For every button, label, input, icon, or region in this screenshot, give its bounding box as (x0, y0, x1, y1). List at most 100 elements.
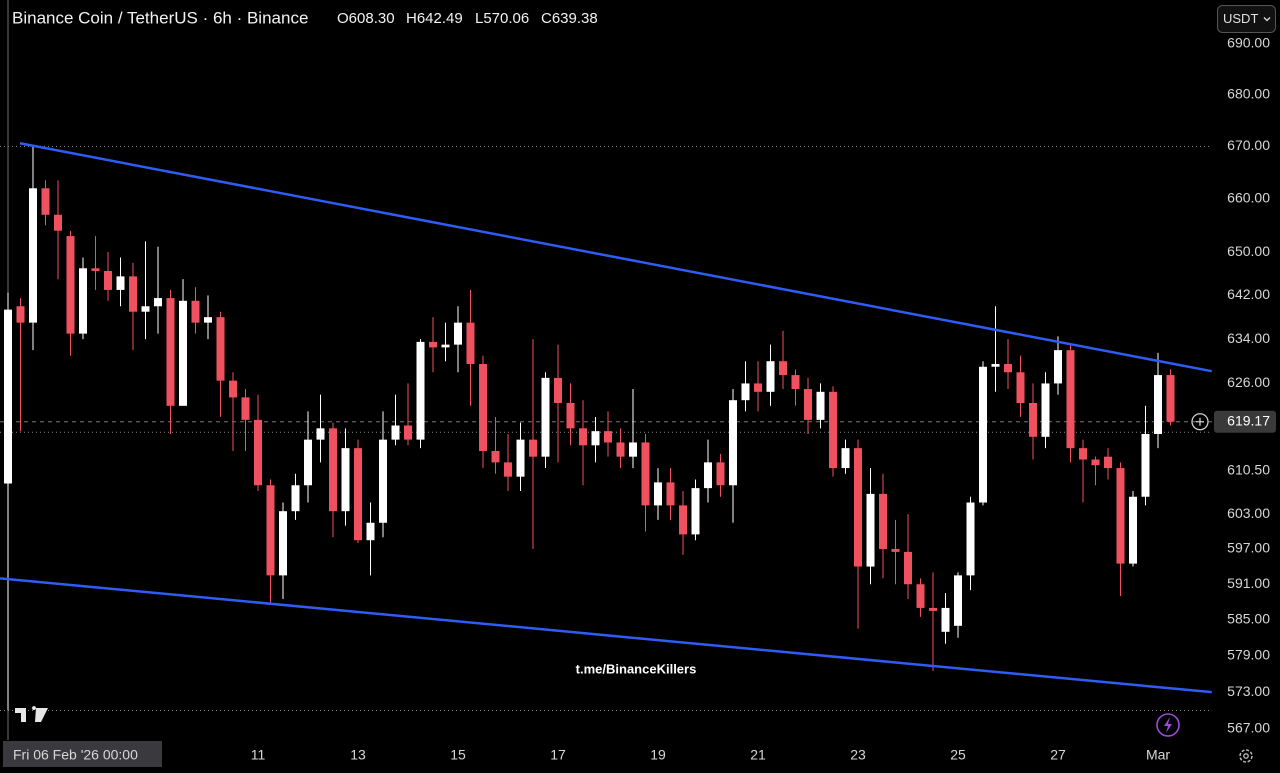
x-tick-label: 21 (750, 747, 766, 763)
y-tick-label: 680.00 (1227, 85, 1270, 101)
candle-body (1041, 383, 1050, 437)
candle-body (291, 485, 300, 512)
candle-body (541, 377, 550, 457)
candle-body (691, 488, 700, 535)
ohlc-value: 570.06 (483, 10, 529, 27)
candle-body (1104, 456, 1112, 469)
candle-body (454, 322, 462, 345)
x-tick-label: Mar (1146, 747, 1170, 763)
tv-logo (15, 706, 48, 722)
candle-body (504, 462, 512, 477)
currency-button-frame[interactable] (1217, 5, 1276, 33)
settings-gear[interactable] (1239, 749, 1253, 763)
candle-body (16, 306, 25, 323)
add-alert-plus (1196, 417, 1204, 426)
candle-body (1016, 372, 1025, 404)
crosshair-label-box (3, 741, 162, 767)
candle-body (116, 276, 125, 290)
ohlc-low: L570.06 (475, 10, 529, 27)
y-tick-label: 634.00 (1227, 330, 1270, 346)
candle-body (29, 188, 37, 323)
candle-body (1166, 375, 1175, 422)
candle-body (479, 363, 487, 451)
x-tick-label: Fri 06 Feb '26 00:00 (13, 747, 138, 763)
candle-body (641, 442, 650, 506)
y-tick-label: 579.00 (1227, 647, 1270, 663)
lightning-button[interactable] (1156, 713, 1180, 737)
settings-hub[interactable] (1243, 753, 1249, 759)
candle-body (341, 448, 350, 512)
candle-body (316, 428, 325, 440)
y-tick-label: 642.00 (1227, 286, 1270, 302)
candle-body (404, 425, 412, 440)
candle-body (741, 383, 750, 401)
candle-body (1129, 496, 1137, 564)
ohlc-key: L (475, 10, 483, 27)
candle-body (704, 462, 712, 489)
candle-body (929, 607, 937, 611)
candle-body (79, 268, 87, 334)
candle-body (729, 400, 737, 486)
y-tick-label: 690.00 (1227, 34, 1270, 50)
candle-body (716, 462, 725, 486)
y-tick-label: 591.00 (1227, 575, 1270, 591)
candle-body (879, 493, 887, 549)
candle-body (229, 380, 237, 398)
candle-body (1054, 350, 1062, 384)
candle-body (241, 397, 250, 420)
lightning-icon[interactable] (1164, 717, 1172, 733)
candle-body (204, 317, 212, 323)
candle-body (1141, 433, 1150, 497)
x-tick-label: 13 (350, 747, 366, 763)
candle-body (529, 439, 537, 457)
candle-body (866, 493, 875, 567)
ohlc-close: C639.38 (541, 10, 598, 27)
chevron-icon[interactable] (1263, 17, 1271, 22)
candle-body (1154, 375, 1162, 434)
candle-body (841, 448, 850, 469)
candle-body (279, 511, 287, 576)
currency-button[interactable]: USDT (1217, 5, 1276, 33)
candle-body (591, 431, 600, 446)
candle-body (1091, 459, 1100, 466)
lightning-circle[interactable] (1156, 713, 1180, 737)
add-alert-icon (1191, 413, 1209, 431)
candle-body (329, 428, 337, 512)
candle-body (791, 375, 800, 390)
y-tick-label: 597.00 (1227, 540, 1270, 556)
candle-body (954, 575, 962, 626)
ohlc-value: 639.38 (552, 10, 598, 27)
ohlc-value: 608.30 (349, 10, 395, 27)
candle-body (266, 485, 275, 576)
ohlc-key: O (337, 10, 349, 27)
currency-label[interactable]: USDT (1223, 11, 1258, 26)
x-tick-label: 25 (950, 747, 966, 763)
candle-body (141, 306, 150, 312)
ohlc-key: H (406, 10, 417, 27)
candle-body (491, 450, 500, 463)
candle-body (154, 298, 162, 307)
candle-body (679, 505, 687, 535)
candle-body (754, 383, 762, 392)
candle-body (441, 344, 450, 348)
candle-body (91, 268, 100, 271)
y-tick-label: 603.00 (1227, 505, 1270, 521)
y-tick-label: 573.00 (1227, 683, 1270, 699)
candle-body (616, 442, 625, 457)
y-tick-label: 660.00 (1227, 190, 1270, 206)
candle-body (1116, 468, 1125, 564)
y-tick-label: 670.00 (1227, 137, 1270, 153)
settings-button[interactable] (1239, 749, 1253, 763)
candle-body (516, 439, 525, 477)
candle-body (854, 448, 862, 567)
x-tick-label: 11 (251, 747, 266, 763)
candle-body (391, 425, 400, 440)
candle-body (916, 584, 925, 608)
y-tick-label: 567.00 (1227, 720, 1270, 736)
candle-body (191, 300, 200, 323)
candle-body (366, 522, 375, 541)
price-tag (1214, 410, 1276, 433)
candle-body (416, 341, 425, 440)
